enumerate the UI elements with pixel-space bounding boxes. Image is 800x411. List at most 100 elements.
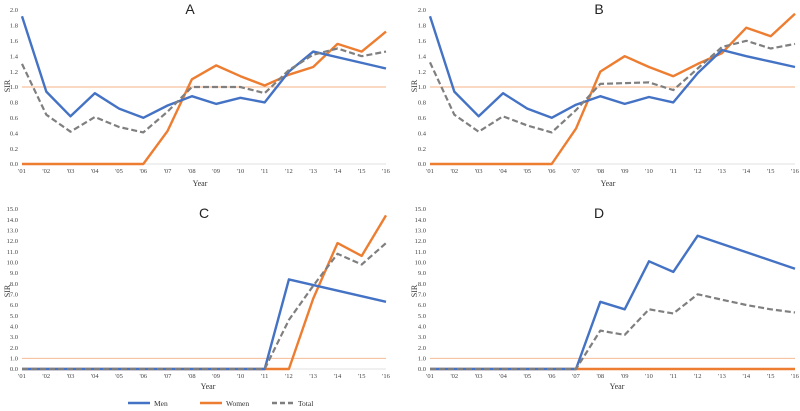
x-tick-label: '13 xyxy=(309,373,317,380)
x-axis-label-c: Year xyxy=(201,382,216,391)
x-tick-label: '03 xyxy=(475,168,483,175)
x-tick-label: '08 xyxy=(596,373,604,380)
x-tick-label: '15 xyxy=(767,373,775,380)
y-tick-label: 1.4 xyxy=(10,53,19,60)
series-line-total xyxy=(21,47,387,134)
y-tick-label: 1.6 xyxy=(10,38,19,45)
y-tick-label: 1.8 xyxy=(10,23,18,30)
x-tick-label: '02 xyxy=(450,168,458,175)
x-tick-label: '05 xyxy=(523,168,531,175)
x-tick-label: '09 xyxy=(621,168,629,175)
y-tick-label: 11.0 xyxy=(415,249,426,256)
legend-label-women: Women xyxy=(226,399,249,408)
y-tick-label: 14.0 xyxy=(415,217,426,224)
series-line-total xyxy=(430,293,796,371)
x-tick-label: '14 xyxy=(742,373,750,380)
x-tick-label: '11 xyxy=(261,373,268,380)
y-tick-label: 15.0 xyxy=(7,206,18,213)
x-tick-label: '07 xyxy=(572,168,580,175)
x-tick-label: '05 xyxy=(115,373,123,380)
x-tick-label: '07 xyxy=(164,373,172,380)
x-tick-label: '02 xyxy=(42,373,50,380)
panel-title-a: A xyxy=(185,1,195,17)
y-tick-label: 1.0 xyxy=(418,84,426,91)
x-tick-label: '06 xyxy=(548,373,556,380)
x-tick-label: '15 xyxy=(358,373,366,380)
y-tick-label: 0.0 xyxy=(10,366,18,373)
x-tick-label: '07 xyxy=(572,373,580,380)
y-tick-label: 2.0 xyxy=(10,7,18,14)
panel-c: C Year SIR 0.0 1.0 2.0 3.0 4.0 5.0 6.0 7.0 8.0 9.… xyxy=(3,205,391,391)
x-tick-label: '07 xyxy=(164,168,172,175)
x-tick-label: '04 xyxy=(499,168,507,175)
y-axis-label-a: SIR xyxy=(3,79,12,92)
y-tick-label: 6.0 xyxy=(418,302,426,309)
series-line-men xyxy=(20,15,387,120)
y-tick-label: 15.0 xyxy=(415,206,426,213)
y-tick-label: 0.0 xyxy=(418,161,426,168)
x-tick-label: '10 xyxy=(237,168,245,175)
y-tick-label: 13.0 xyxy=(415,228,426,235)
y-tick-label: 0.2 xyxy=(418,146,426,153)
x-tick-label: '08 xyxy=(188,373,196,380)
y-tick-label: 3.0 xyxy=(10,334,18,341)
y-tick-label: 8.0 xyxy=(10,281,18,288)
y-tick-label: 5.0 xyxy=(418,313,426,320)
y-tick-label: 1.8 xyxy=(418,23,426,30)
legend: Men Women Total xyxy=(128,399,313,408)
y-tick-label: 14.0 xyxy=(7,217,18,224)
y-tick-label: 8.0 xyxy=(418,281,426,288)
y-tick-label: 12.0 xyxy=(415,238,426,245)
x-tick-label: '11 xyxy=(261,168,268,175)
x-tick-label: '13 xyxy=(718,373,726,380)
y-tick-label: 12.0 xyxy=(7,238,18,245)
y-tick-label: 10.0 xyxy=(415,260,426,267)
x-tick-label: '03 xyxy=(475,373,483,380)
x-tick-label: '02 xyxy=(42,168,50,175)
y-tick-label: 7.0 xyxy=(418,292,426,299)
y-tick-label: 2.0 xyxy=(418,345,426,352)
x-tick-label: '13 xyxy=(309,168,317,175)
y-tick-label: 13.0 xyxy=(7,228,18,235)
y-tick-label: 1.2 xyxy=(10,69,18,76)
x-tick-label: '12 xyxy=(285,373,293,380)
y-axis-label-c: SIR xyxy=(3,284,12,297)
y-tick-label: 1.6 xyxy=(418,38,427,45)
x-tick-label: '08 xyxy=(596,168,604,175)
x-tick-label: '16 xyxy=(382,168,390,175)
x-tick-label: '10 xyxy=(237,373,245,380)
y-tick-label: 4.0 xyxy=(10,324,18,331)
x-tick-label: '11 xyxy=(670,373,677,380)
series-line-women xyxy=(430,12,796,166)
x-tick-label: '03 xyxy=(67,168,75,175)
x-tick-label: '16 xyxy=(382,373,390,380)
panel-title-d: D xyxy=(594,205,604,221)
x-axis-label-a: Year xyxy=(193,179,208,188)
x-tick-label: '01 xyxy=(426,168,434,175)
y-axis-label-b: SIR xyxy=(410,79,419,92)
series-line-men xyxy=(22,278,387,371)
x-tick-label: '13 xyxy=(718,168,726,175)
legend-label-total: Total xyxy=(298,399,313,408)
y-tick-label: 1.4 xyxy=(418,53,427,60)
y-tick-label: 0.0 xyxy=(10,161,18,168)
x-tick-label: '05 xyxy=(523,373,531,380)
y-tick-label: 0.4 xyxy=(418,130,427,137)
x-axis-label-b: Year xyxy=(601,179,616,188)
x-tick-label: '02 xyxy=(450,373,458,380)
y-tick-label: 0.4 xyxy=(10,130,19,137)
panel-b: B Year SIR 0.0 0.2 0.4 0.6 0.8 1.0 1.2 1.4 1.6 1.… xyxy=(410,1,800,188)
y-tick-label: 1.0 xyxy=(10,356,18,363)
x-tick-label: '10 xyxy=(645,168,653,175)
series-line-men xyxy=(430,234,796,371)
series-line-total xyxy=(429,39,796,134)
x-tick-label: '01 xyxy=(18,168,26,175)
x-tick-label: '12 xyxy=(694,373,702,380)
x-tick-label: '11 xyxy=(670,168,677,175)
y-tick-label: 9.0 xyxy=(418,270,426,277)
y-tick-label: 0.2 xyxy=(10,146,18,153)
series-line-men xyxy=(428,15,796,120)
x-tick-label: '06 xyxy=(139,373,147,380)
panel-title-c: C xyxy=(199,205,209,221)
